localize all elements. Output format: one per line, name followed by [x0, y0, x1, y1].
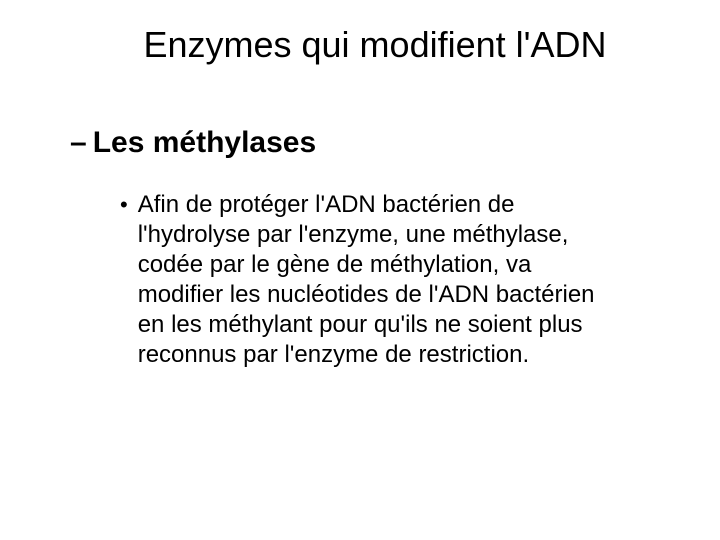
bullet-text: Afin de protéger l'ADN bactérien de l'hy… [138, 190, 610, 370]
bullet-block: • Afin de protéger l'ADN bactérien de l'… [120, 190, 660, 370]
slide-title: Enzymes qui modifient l'ADN [60, 24, 660, 66]
section-heading: –Les méthylases [70, 126, 660, 160]
section-heading-text: Les méthylases [93, 126, 316, 159]
dash-bullet-icon: – [70, 126, 87, 160]
bullet-dot-icon: • [120, 190, 128, 220]
slide-container: Enzymes qui modifient l'ADN –Les méthyla… [0, 0, 720, 540]
bullet-row: • Afin de protéger l'ADN bactérien de l'… [120, 190, 610, 370]
